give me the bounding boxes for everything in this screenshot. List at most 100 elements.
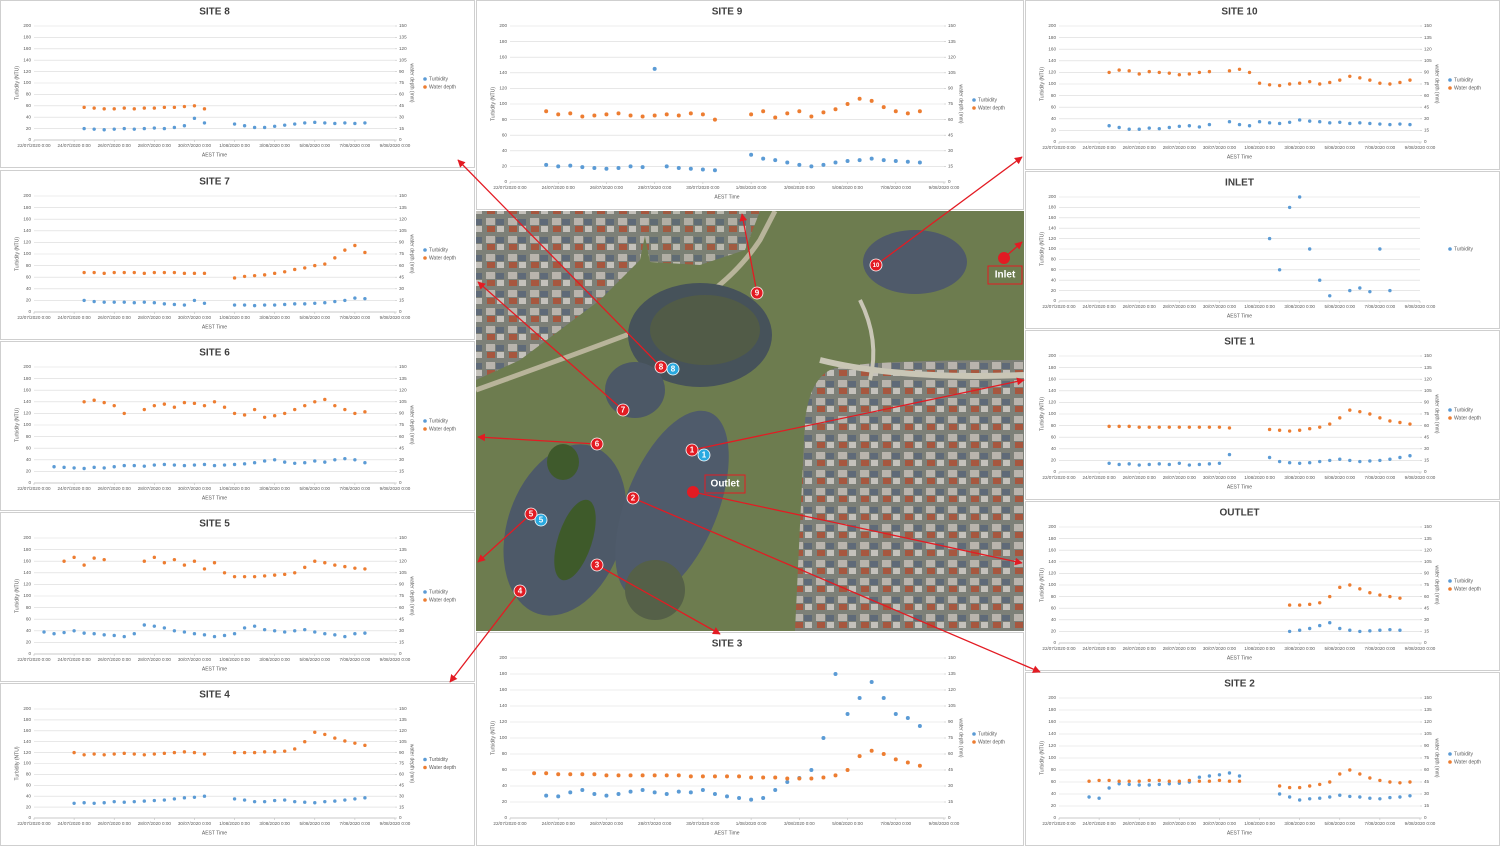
- y2-tick-label: 60: [948, 751, 954, 756]
- y2-axis-title: water depth (mm): [1434, 738, 1440, 778]
- data-point: [1217, 461, 1222, 465]
- data-point: [172, 405, 177, 409]
- x-tick-label: 22/07/2020 0:00: [17, 486, 51, 491]
- data-point: [323, 632, 327, 636]
- y-tick-label: 200: [23, 23, 31, 28]
- legend-label: Turbidity: [429, 418, 448, 424]
- y-tick-label: 20: [1051, 629, 1057, 634]
- data-point: [313, 120, 317, 125]
- y2-tick-label: 90: [948, 719, 954, 724]
- y-axis-title: Turbidity (NTU): [1039, 232, 1045, 266]
- legend-swatch: [972, 732, 976, 736]
- data-point: [252, 461, 257, 465]
- data-point: [1408, 122, 1412, 127]
- inlet-dot: [998, 252, 1010, 264]
- y-tick-label: 100: [23, 593, 31, 598]
- data-point: [1348, 628, 1352, 632]
- data-point: [313, 400, 317, 404]
- data-point: [112, 270, 116, 275]
- data-point: [857, 696, 862, 700]
- data-point: [917, 724, 922, 728]
- y2-tick-label: 30: [948, 783, 954, 788]
- site-marker: [626, 491, 640, 505]
- data-point: [785, 776, 790, 781]
- data-point: [132, 752, 136, 756]
- data-point: [1257, 81, 1262, 85]
- data-point: [1338, 626, 1342, 631]
- x-tick-label: 22/07/2020 0:00: [17, 821, 51, 826]
- data-point: [917, 109, 922, 114]
- data-point: [343, 248, 347, 252]
- data-point: [616, 773, 621, 778]
- data-point: [102, 633, 106, 637]
- data-point: [1368, 121, 1372, 126]
- data-point: [323, 301, 327, 305]
- x-tick-label: 7/08/2020 0:00: [1365, 475, 1396, 480]
- data-point: [102, 466, 106, 470]
- y-tick-label: 60: [1051, 104, 1057, 109]
- data-point: [122, 411, 126, 416]
- data-point: [242, 413, 247, 417]
- data-point: [797, 776, 802, 781]
- data-point: [112, 633, 116, 638]
- data-point: [1368, 412, 1372, 416]
- y-tick-label: 120: [499, 86, 507, 91]
- x-axis-title: AEST Time: [1227, 154, 1252, 160]
- data-point: [761, 109, 766, 114]
- data-point: [353, 741, 357, 745]
- data-point: [182, 400, 187, 405]
- data-point: [652, 66, 657, 71]
- data-point: [1328, 422, 1332, 426]
- data-point: [1157, 778, 1161, 783]
- data-point: [1318, 459, 1322, 464]
- y2-tick-label: 105: [1424, 388, 1432, 393]
- y-axis-title: Turbidity (NTU): [1039, 568, 1045, 602]
- data-point: [905, 159, 910, 164]
- x-tick-label: 9/08/2020 0:00: [380, 821, 411, 826]
- data-point: [282, 302, 287, 307]
- data-point: [222, 571, 227, 575]
- data-point: [333, 256, 337, 260]
- data-point: [1207, 122, 1212, 127]
- data-point: [293, 302, 297, 306]
- legend-label: Turbidity: [429, 76, 448, 82]
- y-tick-label: 180: [1048, 365, 1056, 370]
- data-point: [1378, 797, 1382, 801]
- data-point: [202, 462, 207, 467]
- y2-tick-label: 90: [1424, 70, 1430, 75]
- data-point: [152, 624, 157, 628]
- y-tick-label: 20: [26, 640, 32, 645]
- data-point: [192, 463, 197, 467]
- chart-title: SITE 2: [1224, 679, 1255, 690]
- legend-label: Turbidity: [429, 757, 448, 763]
- data-point: [1318, 623, 1322, 628]
- y-tick-label: 100: [23, 251, 31, 256]
- x-tick-label: 26/07/2020 0:00: [1123, 475, 1157, 480]
- data-point: [580, 114, 585, 119]
- y2-tick-label: 75: [399, 251, 405, 256]
- data-point: [556, 794, 561, 799]
- data-point: [1197, 462, 1202, 467]
- data-point: [282, 270, 287, 274]
- y-tick-label: 60: [26, 616, 32, 621]
- data-point: [616, 792, 621, 796]
- data-point: [809, 164, 814, 169]
- data-point: [1398, 455, 1402, 460]
- data-point: [262, 415, 267, 419]
- data-point: [1408, 794, 1412, 798]
- y-tick-label: 40: [1051, 791, 1057, 796]
- data-point: [1137, 72, 1141, 76]
- y-tick-label: 100: [1048, 246, 1056, 251]
- y2-tick-label: 30: [399, 114, 405, 119]
- data-point: [905, 760, 910, 765]
- x-tick-label: 5/08/2020 0:00: [1324, 304, 1355, 309]
- pointer-arrow: [691, 377, 1025, 451]
- y-tick-label: 0: [504, 179, 507, 184]
- y-tick-label: 40: [502, 148, 508, 153]
- data-point: [272, 798, 277, 803]
- y2-tick-label: 15: [948, 799, 954, 804]
- data-point: [142, 623, 147, 627]
- x-tick-label: 22/07/2020 0:00: [17, 143, 51, 148]
- x-tick-label: 3/08/2020 0:00: [784, 185, 815, 190]
- data-point: [1398, 122, 1402, 126]
